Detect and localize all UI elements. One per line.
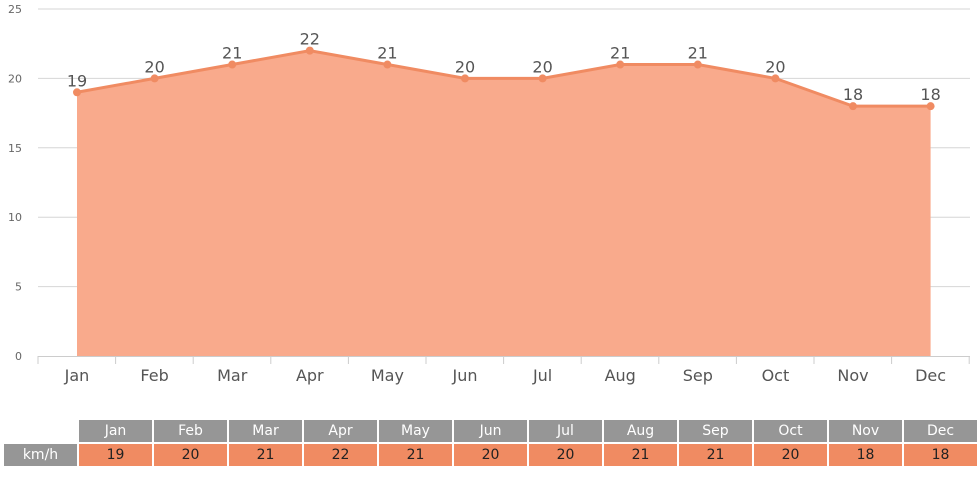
x-tick-label: Jun (452, 366, 478, 385)
area-fill (77, 50, 931, 356)
table-month-cell: Jan (79, 420, 152, 442)
table-month-cell: May (379, 420, 452, 442)
table-month-cell: Dec (904, 420, 977, 442)
data-label: 18 (920, 85, 940, 104)
x-tick-label: Mar (217, 366, 248, 385)
data-label: 21 (610, 44, 630, 63)
table-month-cell: Feb (154, 420, 227, 442)
x-tick-label: Jul (532, 366, 552, 385)
table-value-cell: 20 (454, 444, 527, 466)
data-point (693, 60, 702, 69)
y-axis-tick-labels: 0 5 10 15 20 25 (8, 3, 22, 363)
x-tick-label: Nov (837, 366, 868, 385)
data-label: 20 (532, 57, 552, 76)
data-point (538, 74, 547, 83)
table-month-cell: Nov (829, 420, 902, 442)
y-tick-label: 15 (8, 142, 22, 155)
data-point (926, 102, 935, 111)
table-value-cell: 20 (754, 444, 827, 466)
data-point (305, 46, 314, 55)
table-value-cell: 21 (379, 444, 452, 466)
table-value-cell: 20 (154, 444, 227, 466)
data-label: 20 (455, 57, 475, 76)
table-value-cell: 21 (229, 444, 302, 466)
table-header-row: Jan Feb Mar Apr May Jun Jul Aug Sep Oct Nov Dec (4, 420, 977, 442)
monthly-data-table: Jan Feb Mar Apr May Jun Jul Aug Sep Oct Nov Dec km/… (2, 418, 979, 468)
data-label: 21 (688, 44, 708, 63)
table-row-label: km/h (4, 444, 77, 466)
data-label: 20 (144, 57, 164, 76)
data-label: 21 (377, 44, 397, 63)
data-point (461, 74, 469, 83)
data-point (771, 74, 780, 83)
data-label: 22 (300, 30, 320, 49)
data-point (73, 88, 81, 97)
data-point (228, 60, 237, 69)
data-label: 21 (222, 44, 242, 63)
y-tick-label: 25 (8, 3, 22, 16)
x-tick-label: Aug (605, 366, 636, 385)
x-axis-tick-labels: Jan Feb Mar Apr May Jun Jul Aug Sep Oct Nov Dec (64, 366, 946, 385)
table-month-cell: Mar (229, 420, 302, 442)
x-tick-label: Apr (296, 366, 324, 385)
data-point (849, 102, 857, 111)
data-label: 20 (765, 57, 785, 76)
x-tick-label: Feb (140, 366, 168, 385)
data-point (616, 60, 625, 69)
data-points (73, 46, 935, 111)
table-month-cell: Aug (604, 420, 677, 442)
y-tick-label: 5 (15, 281, 22, 294)
data-label: 18 (843, 85, 863, 104)
wind-speed-area-chart: 0 5 10 15 20 25 19 20 21 22 21 20 20 21 21 20 18 18 Jan F… (8, 3, 970, 385)
table-value-cell: 18 (829, 444, 902, 466)
table-value-cell: 18 (904, 444, 977, 466)
table-month-cell: Sep (679, 420, 752, 442)
table-value-row: km/h 19 20 21 22 21 20 20 21 21 20 18 18 (4, 444, 977, 466)
table-month-cell: Jun (454, 420, 527, 442)
x-tick-label: Oct (762, 366, 790, 385)
table-value-cell: 19 (79, 444, 152, 466)
x-tick-label: Jan (64, 366, 90, 385)
y-tick-label: 20 (8, 72, 22, 85)
y-tick-label: 10 (8, 211, 22, 224)
table-month-cell: Apr (304, 420, 377, 442)
x-tick-label: May (371, 366, 404, 385)
table-month-cell: Jul (529, 420, 602, 442)
area-series (76, 49, 931, 356)
x-axis (37, 356, 970, 364)
table-value-cell: 22 (304, 444, 377, 466)
data-point (383, 60, 392, 69)
table-corner-cell (4, 420, 77, 442)
data-labels: 19 20 21 22 21 20 20 21 21 20 18 18 (67, 30, 941, 105)
data-point (150, 74, 159, 83)
x-tick-label: Sep (683, 366, 713, 385)
table-value-cell: 21 (604, 444, 677, 466)
y-tick-label: 0 (15, 350, 22, 363)
data-label: 19 (67, 71, 87, 90)
table-value-cell: 21 (679, 444, 752, 466)
table-month-cell: Oct (754, 420, 827, 442)
table-value-cell: 20 (529, 444, 602, 466)
x-tick-label: Dec (915, 366, 946, 385)
series-line (76, 49, 931, 108)
